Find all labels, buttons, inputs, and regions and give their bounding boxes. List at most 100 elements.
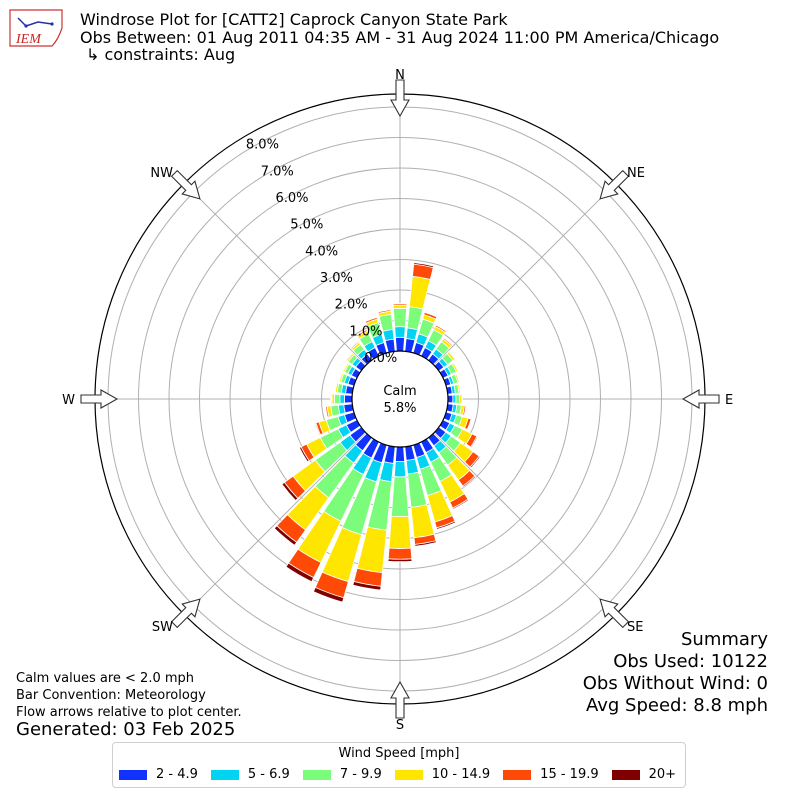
wind-bar-segment <box>455 372 461 383</box>
wind-bar-segment <box>298 446 310 463</box>
wind-bar-segment <box>334 382 338 393</box>
wind-bar-segment <box>447 394 454 404</box>
wind-bar-segment <box>405 458 419 475</box>
wind-bar-segment <box>435 520 457 530</box>
flow-arrow-icon <box>80 389 119 409</box>
legend-title: Wind Speed [mph] <box>338 746 460 761</box>
radial-tick-label: 7.0% <box>261 164 294 179</box>
calm-note: Calm values are < 2.0 mph <box>16 671 195 686</box>
legend-swatch <box>394 769 423 780</box>
legend-item: 5 - 6.9 <box>210 767 290 782</box>
legend-item: 20+ <box>611 767 677 782</box>
wind-bar-segment <box>458 383 462 394</box>
radial-tick-label: 2.0% <box>335 298 368 313</box>
legend-swatch <box>611 769 640 780</box>
observation-period: Obs Between: 01 Aug 2011 04:35 AM - 31 A… <box>80 28 720 47</box>
legend-label: 7 - 9.9 <box>339 767 382 782</box>
summary-heading: Summary <box>681 629 768 650</box>
wind-bar-segment <box>338 372 343 383</box>
calm-circle <box>351 350 449 448</box>
wind-bar-segment <box>470 435 479 449</box>
wind-bar-segment <box>364 316 378 323</box>
iem-logo: IEM <box>9 9 63 47</box>
radial-tick-label: 4.0% <box>305 244 338 259</box>
wind-bar-segment <box>349 340 360 349</box>
constraints-label: ↳ constraints: Aug <box>86 45 236 64</box>
legend-label: 20+ <box>648 767 677 782</box>
wind-bar-segment <box>413 262 435 269</box>
radial-tick-label: 8.0% <box>246 138 279 153</box>
wind-bar-segment <box>452 498 470 510</box>
wind-bar-segment <box>273 525 298 546</box>
legend-label: 15 - 19.9 <box>540 767 599 782</box>
wind-bar-segment <box>339 394 345 404</box>
legend-label: 2 - 4.9 <box>156 767 198 782</box>
legend-item: 7 - 9.9 <box>302 767 382 782</box>
wind-bar-segment <box>387 558 413 563</box>
wind-bar-segment <box>343 394 353 404</box>
wind-bar-segment <box>460 394 463 404</box>
legend-swatch <box>210 769 239 780</box>
grid-spoke <box>183 432 367 616</box>
direction-label: NE <box>627 166 645 181</box>
wind-bar-segment <box>377 308 392 313</box>
wind-bar-segment <box>405 327 419 341</box>
summary-obs-without-wind: Obs Without Wind: 0 <box>582 673 768 694</box>
wind-bar-segment <box>452 394 457 404</box>
radial-tick-label: 0.0% <box>364 351 397 366</box>
wind-bar-segment <box>324 406 328 418</box>
wind-bar-segment <box>408 275 431 310</box>
wind-bar-segment <box>314 422 321 436</box>
direction-label: SE <box>627 620 643 635</box>
legend: Wind Speed [mph] 2 - 4.9 5 - 6.9 7 - 9.9… <box>112 742 686 788</box>
wind-bar-segment <box>390 476 410 517</box>
wind-bar-segment <box>414 540 437 547</box>
wind-bar-segment <box>394 446 406 463</box>
wind-bar-segment <box>395 336 405 352</box>
wind-bar-segment <box>341 362 349 373</box>
direction-label: N <box>395 68 405 83</box>
flow-arrow-icon <box>599 169 630 200</box>
legend-label: 5 - 6.9 <box>247 767 290 782</box>
wind-bar-segment <box>285 562 315 583</box>
chart-title: Windrose Plot for [CATT2] Caprock Canyon… <box>80 10 508 29</box>
wind-bar-segment <box>463 405 467 416</box>
wind-bar-segment <box>345 351 354 362</box>
wind-bar-segment <box>356 328 368 336</box>
wind-bar-segment <box>443 337 454 346</box>
wind-bar-segment <box>448 350 457 360</box>
generated-date: Generated: 03 Feb 2025 <box>16 719 236 740</box>
wind-bar-segment <box>424 311 438 318</box>
radial-tick-label: 6.0% <box>275 191 308 206</box>
wind-bar-segment <box>388 515 412 549</box>
direction-label: SW <box>152 620 173 635</box>
grid-spoke <box>183 182 367 366</box>
flow-arrow-icon <box>681 389 720 409</box>
wind-bar-segment <box>455 394 460 404</box>
flow-arrow-icon <box>170 598 201 629</box>
radial-tick-label: 3.0% <box>320 271 353 286</box>
bar-convention-note: Bar Convention: Meteorology <box>16 688 206 703</box>
flow-arrows-note: Flow arrows relative to plot center. <box>16 705 242 720</box>
wind-bar-segment <box>392 303 408 305</box>
wind-bar-segment <box>469 455 481 469</box>
direction-label: W <box>62 393 75 408</box>
wind-bar-segment <box>392 307 408 328</box>
wind-bar-segment <box>352 581 382 591</box>
wind-bar-segment <box>312 586 345 603</box>
legend-swatch <box>119 769 147 780</box>
legend-item: 2 - 4.9 <box>119 767 198 782</box>
wind-bar-segment <box>462 475 477 488</box>
flow-arrow-icon <box>390 680 410 719</box>
wind-bar-segment <box>333 393 341 405</box>
grid-spoke <box>433 182 617 366</box>
legend-item: 15 - 19.9 <box>503 767 599 782</box>
flow-arrow-icon <box>170 169 201 200</box>
wind-bar-segment <box>281 481 299 502</box>
direction-label: E <box>725 393 733 408</box>
radial-tick-label: 5.0% <box>290 218 323 233</box>
polar-frame <box>80 79 720 719</box>
summary-avg-speed: Avg Speed: 8.8 mph <box>586 695 768 716</box>
wind-bar-segment <box>452 361 460 372</box>
